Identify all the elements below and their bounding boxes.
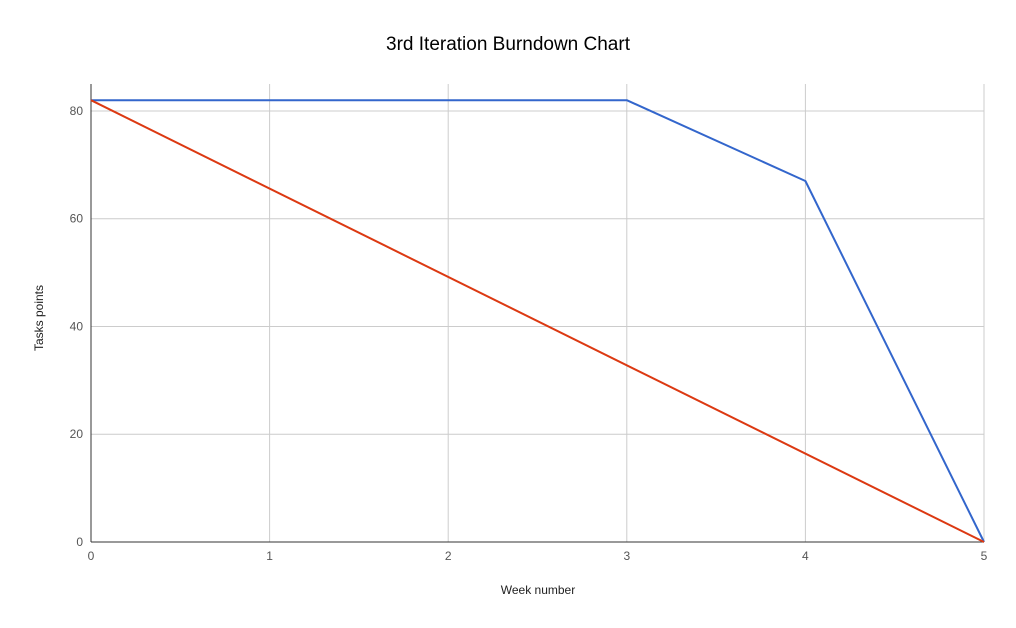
y-tick-label: 60: [70, 212, 84, 226]
y-tick-label: 20: [70, 427, 84, 441]
y-tick-label: 0: [76, 535, 83, 549]
x-tick-label: 5: [981, 549, 988, 563]
series-line-2: [90, 99, 985, 543]
y-axis-label: Tasks points: [32, 285, 46, 351]
x-tick-label: 4: [802, 549, 809, 563]
grid: [91, 84, 985, 542]
tick-labels: 0 20 40 60 80 0 1 2 3 4 5: [70, 104, 988, 563]
series-layer: [90, 99, 985, 543]
x-axis-label: Week number: [501, 583, 575, 597]
x-tick-label: 0: [88, 549, 95, 563]
y-tick-label: 80: [70, 104, 84, 118]
series-line-1: [91, 99, 985, 543]
x-tick-label: 3: [623, 549, 630, 563]
y-tick-label: 40: [70, 319, 84, 333]
x-tick-label: 1: [266, 549, 273, 563]
x-tick-label: 2: [445, 549, 452, 563]
axes: [90, 84, 984, 543]
chart-title: 3rd Iteration Burndown Chart: [386, 34, 631, 55]
